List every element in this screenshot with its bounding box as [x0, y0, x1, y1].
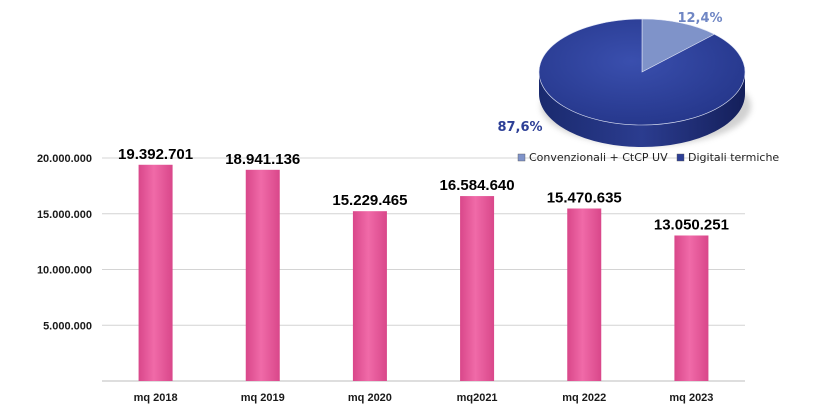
y-tick-label: 5.000.000 [43, 320, 92, 332]
pie-legend: Convenzionali + CtCP UV Digitali termiche [517, 151, 779, 164]
bar [567, 208, 602, 381]
bar [138, 164, 173, 381]
x-category-label: mq 2018 [134, 392, 178, 404]
pie-slice-label: 87,6% [497, 120, 542, 135]
bar-value-label: 15.470.635 [547, 190, 622, 207]
y-tick-label: 15.000.000 [37, 209, 92, 221]
bar [245, 169, 280, 381]
bar-value-label: 13.050.251 [654, 216, 729, 233]
x-category-label: mq 2020 [348, 392, 392, 404]
bar-value-label: 16.584.640 [440, 177, 515, 194]
bar-value-label: 19.392.701 [118, 146, 193, 163]
pie-side [539, 72, 745, 147]
x-category-label: mq 2023 [669, 392, 713, 404]
y-axis: 5.000.000 10.000.000 15.000.000 20.000.000 [37, 153, 92, 332]
legend-swatch [676, 153, 685, 162]
pie-slice [641, 18, 716, 73]
bar-value-label: 15.229.465 [332, 192, 407, 209]
bar-series: 19.392.701 18.941.136 15.229.465 16.584.640… [118, 146, 729, 381]
x-category-label: mq 2019 [241, 392, 285, 404]
legend-entry: Digitali termiche [688, 151, 779, 164]
y-tick-label: 10.000.000 [37, 265, 92, 277]
legend-entry: Convenzionali + CtCP UV [529, 151, 668, 164]
pie-chart: 12,4% 87,6% [497, 11, 751, 147]
x-axis: mq 2018 mq 2019 mq 2020 mq2021 mq 2022 mq 202… [134, 392, 714, 404]
pie-slice [538, 18, 746, 126]
bar-value-label: 18.941.136 [225, 151, 300, 168]
x-category-label: mq 2022 [562, 392, 606, 404]
bar [674, 235, 709, 381]
pie-slice-label: 12,4% [677, 11, 722, 26]
x-category-label: mq2021 [457, 392, 498, 404]
bar [460, 196, 495, 381]
legend-swatch [517, 153, 526, 162]
y-tick-label: 20.000.000 [37, 153, 92, 165]
gridlines [102, 157, 745, 382]
bar [352, 211, 387, 381]
